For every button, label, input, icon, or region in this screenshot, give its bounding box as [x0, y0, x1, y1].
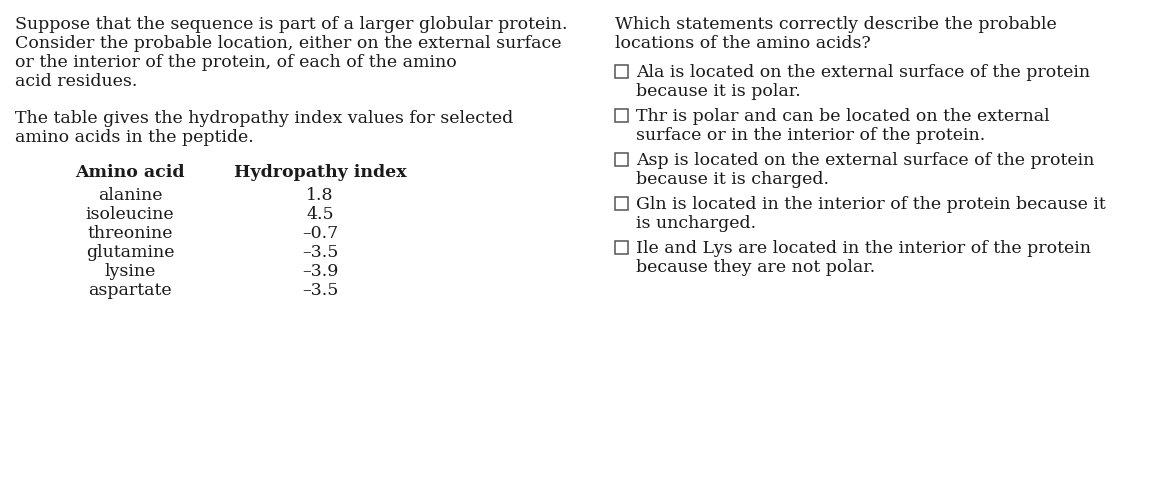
Text: because it is polar.: because it is polar. [636, 83, 801, 100]
Text: Suppose that the sequence is part of a larger globular protein.: Suppose that the sequence is part of a l… [15, 16, 567, 33]
Text: because it is charged.: because it is charged. [636, 171, 829, 188]
Text: alanine: alanine [98, 187, 163, 204]
Text: –3.5: –3.5 [302, 244, 338, 261]
Text: Hydropathy index: Hydropathy index [234, 164, 407, 181]
Text: amino acids in the peptide.: amino acids in the peptide. [15, 129, 253, 146]
Text: Ala is located on the external surface of the protein: Ala is located on the external surface o… [636, 64, 1090, 81]
Text: or the interior of the protein, of each of the amino: or the interior of the protein, of each … [15, 54, 457, 71]
Text: The table gives the hydropathy index values for selected: The table gives the hydropathy index val… [15, 110, 514, 127]
Text: –0.7: –0.7 [302, 225, 338, 242]
Text: 1.8: 1.8 [307, 187, 333, 204]
Text: glutamine: glutamine [86, 244, 174, 261]
Text: Amino acid: Amino acid [76, 164, 185, 181]
Bar [615, 153, 627, 166]
Text: Which statements correctly describe the probable: Which statements correctly describe the … [615, 16, 1056, 33]
Text: because they are not polar.: because they are not polar. [636, 259, 875, 276]
Text: aspartate: aspartate [88, 282, 172, 299]
Text: isoleucine: isoleucine [86, 206, 174, 223]
Text: Ile and Lys are located in the interior of the protein: Ile and Lys are located in the interior … [636, 240, 1091, 257]
Bar [615, 241, 627, 254]
Bar [615, 109, 627, 122]
Text: Gln is located in the interior of the protein because it: Gln is located in the interior of the pr… [636, 196, 1106, 213]
Bar [615, 65, 627, 78]
Text: acid residues.: acid residues. [15, 73, 137, 90]
Text: is uncharged.: is uncharged. [636, 215, 756, 232]
Text: 4.5: 4.5 [307, 206, 333, 223]
Text: Consider the probable location, either on the external surface: Consider the probable location, either o… [15, 35, 561, 52]
Text: Asp is located on the external surface of the protein: Asp is located on the external surface o… [636, 152, 1095, 169]
Text: lysine: lysine [105, 263, 156, 280]
Text: –3.5: –3.5 [302, 282, 338, 299]
Text: locations of the amino acids?: locations of the amino acids? [615, 35, 870, 52]
Text: threonine: threonine [87, 225, 173, 242]
Bar [615, 197, 627, 210]
Text: –3.9: –3.9 [302, 263, 338, 280]
Text: surface or in the interior of the protein.: surface or in the interior of the protei… [636, 127, 985, 144]
Text: Thr is polar and can be located on the external: Thr is polar and can be located on the e… [636, 108, 1049, 125]
